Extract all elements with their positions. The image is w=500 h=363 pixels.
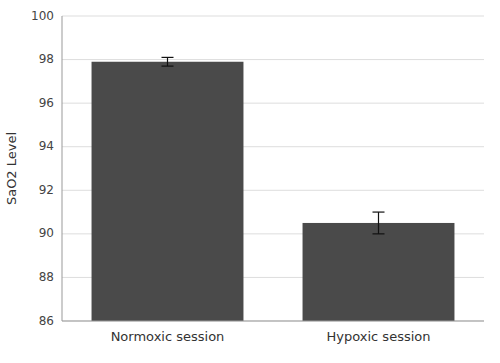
y-tick-label: 90 <box>39 226 54 240</box>
x-tick-labels: Normoxic session Hypoxic session <box>111 329 431 344</box>
bars <box>92 57 455 321</box>
y-tick-label: 86 <box>39 314 54 328</box>
y-tick-label: 92 <box>39 183 54 197</box>
y-tick-labels: 86 88 90 92 94 96 98 100 <box>31 9 54 328</box>
y-axis-line <box>62 16 63 321</box>
bar <box>303 223 455 321</box>
x-tick-label: Normoxic session <box>111 329 225 344</box>
y-tick-label: 94 <box>39 139 54 153</box>
y-tick-label: 88 <box>39 270 54 284</box>
y-tick-label: 100 <box>31 9 54 23</box>
error-bar <box>162 57 174 66</box>
grid-line <box>62 16 484 17</box>
grid-line <box>62 59 484 60</box>
grid-line <box>62 321 484 322</box>
y-tick-label: 96 <box>39 96 54 110</box>
y-axis-label: SaO2 Level <box>4 132 19 205</box>
chart-container: 86 88 90 92 94 96 98 100 Normoxic session Hypoxic… <box>0 0 500 363</box>
bar <box>92 62 244 321</box>
chart-svg: 86 88 90 92 94 96 98 100 Normoxic session Hypoxic… <box>0 0 500 363</box>
x-axis-line <box>62 321 484 322</box>
error-bar <box>373 212 385 234</box>
y-tick-label: 98 <box>39 52 54 66</box>
x-tick-label: Hypoxic session <box>327 329 431 344</box>
